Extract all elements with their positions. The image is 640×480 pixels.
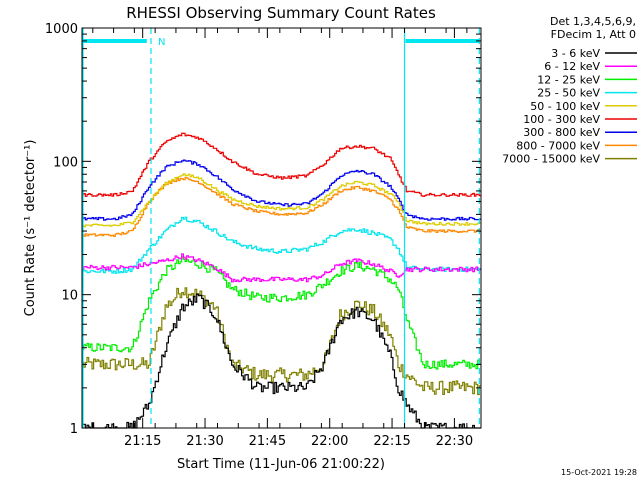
x-tick-label: 21:15 xyxy=(124,434,161,449)
overlay-layer: N xyxy=(82,28,480,428)
night-flag-label: N xyxy=(158,37,165,48)
series-line-3-6-kev xyxy=(82,293,481,429)
legend-label: 300 - 800 keV xyxy=(523,126,600,139)
series-line-12-25-kev xyxy=(82,255,481,370)
legend-header-line-1: Det 1,3,4,5,6,9, xyxy=(550,15,636,28)
series-line-100-300-kev xyxy=(82,132,481,197)
legend-label: 7000 - 15000 keV xyxy=(502,153,600,166)
series-line-7000-15000-kev xyxy=(82,287,481,396)
x-tick-label: 22:15 xyxy=(373,434,410,449)
legend-label: 3 - 6 keV xyxy=(551,47,600,60)
axis-layer: 1 10 100 1000 21:15 21:30 21:45 22:00 22:15 22:30 xyxy=(45,22,481,449)
footer-timestamp: 15-Oct-2021 19:28 xyxy=(561,468,637,477)
series-line-300-800-kev xyxy=(82,159,481,221)
series-line-6-12-kev xyxy=(82,253,481,283)
x-tick-label: 22:30 xyxy=(436,434,473,449)
legend-label: 100 - 300 keV xyxy=(523,113,600,126)
x-tick-label: 21:45 xyxy=(249,434,286,449)
legend-label: 12 - 25 keV xyxy=(537,73,600,86)
series-line-50-100-kev xyxy=(82,173,481,228)
y-tick-label: 1000 xyxy=(45,22,78,37)
legend-label: 800 - 7000 keV xyxy=(516,139,600,152)
legend-label: 50 - 100 keV xyxy=(530,100,600,113)
legend-label: 25 - 50 keV xyxy=(537,87,600,100)
legend-label: 6 - 12 keV xyxy=(544,60,600,73)
series-line-25-50-kev xyxy=(82,216,481,274)
x-tick-label: 21:30 xyxy=(186,434,223,449)
chart-title: RHESSI Observing Summary Count Rates xyxy=(126,4,436,22)
series-layer xyxy=(82,132,481,429)
y-axis-label: Count Rate (s⁻¹ detector⁻¹) xyxy=(23,140,38,317)
y-tick-label: 10 xyxy=(61,289,78,304)
y-tick-label: 1 xyxy=(70,422,78,437)
x-tick-label: 22:00 xyxy=(311,434,348,449)
legend-header-line-2: FDecim 1, Att 0 xyxy=(551,28,636,41)
plot-frame xyxy=(81,27,482,429)
x-axis-label: Start Time (11-Jun-06 21:00:22) xyxy=(177,457,385,472)
y-tick-label: 100 xyxy=(53,155,78,170)
